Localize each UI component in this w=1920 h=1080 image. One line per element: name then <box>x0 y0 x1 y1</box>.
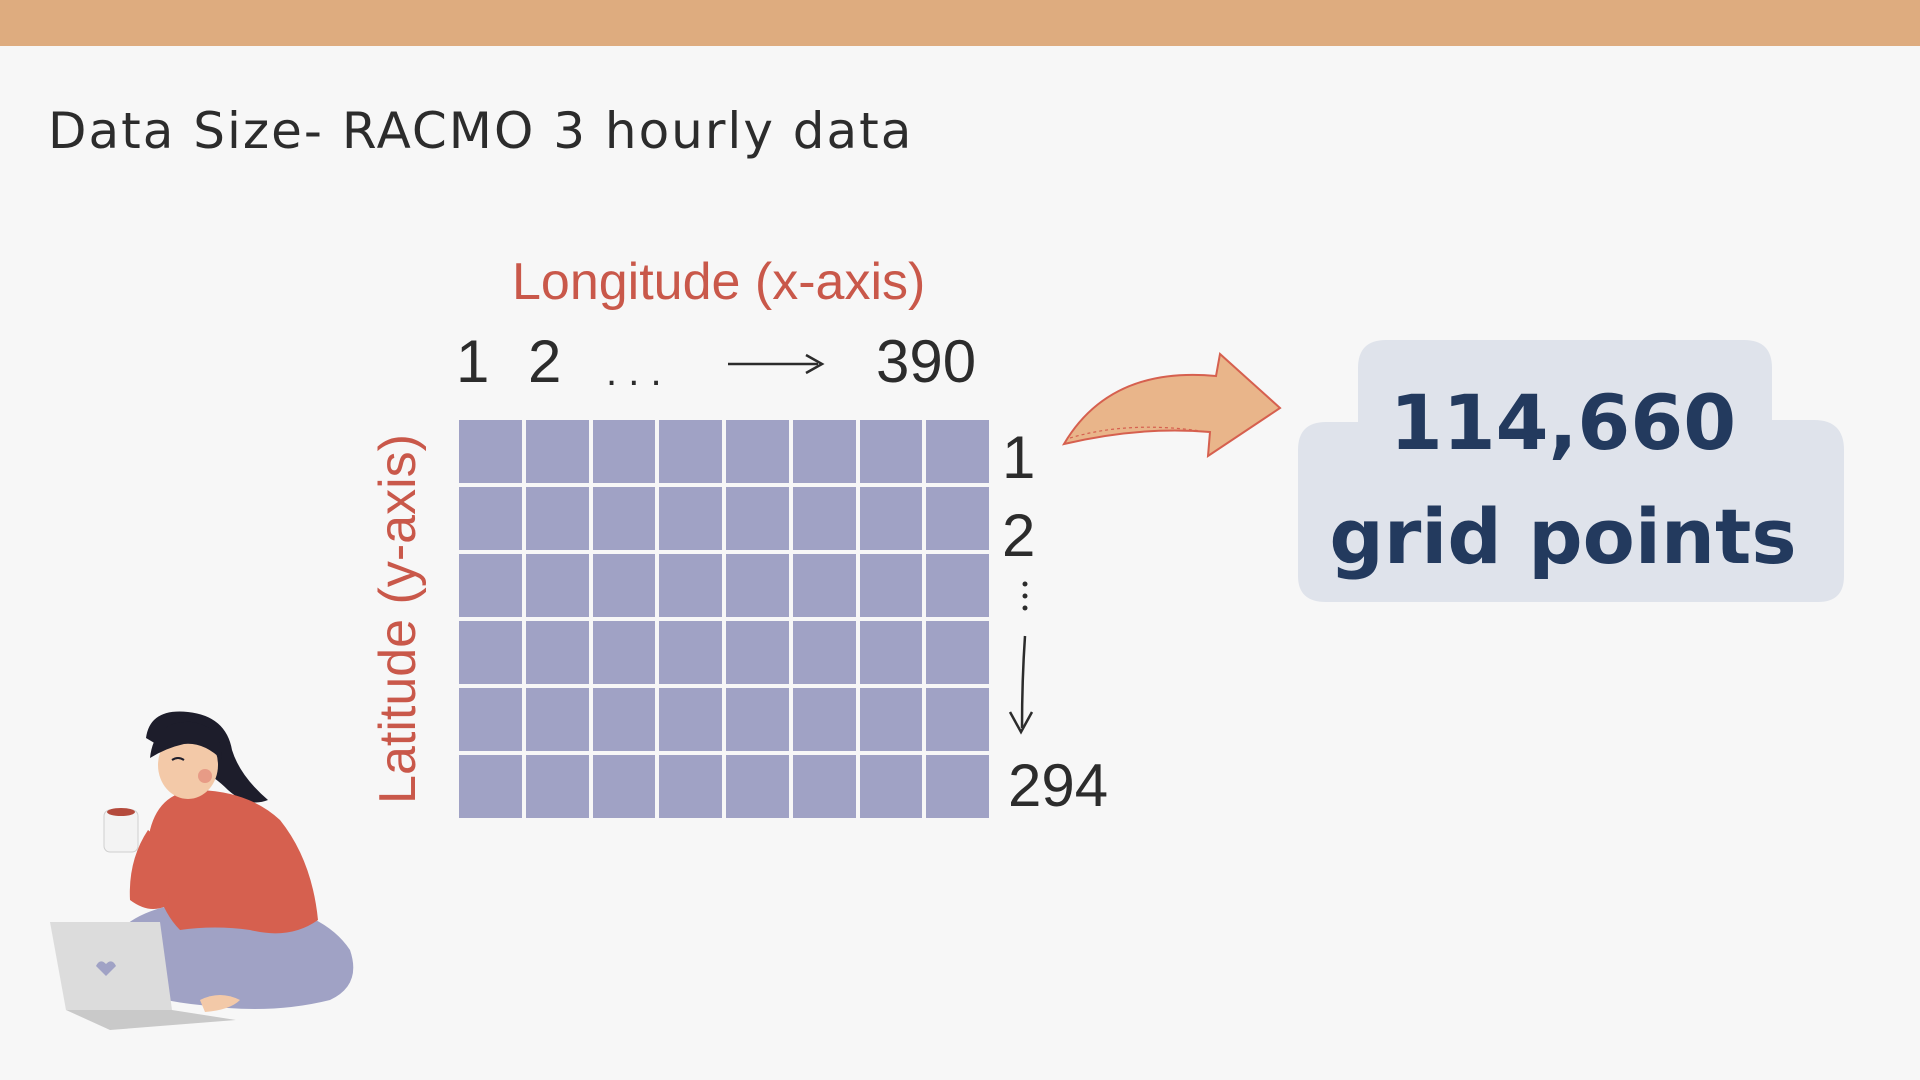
grid-cell <box>459 688 522 751</box>
y-tick-first: 1 <box>1002 424 1036 491</box>
grid-cell <box>792 420 856 483</box>
grid-cell <box>859 420 923 483</box>
grid-cell <box>926 554 989 617</box>
x-direction-arrow <box>728 353 825 375</box>
y-tick-second: 2 <box>1002 502 1036 569</box>
grid-cell <box>592 755 656 818</box>
grid-cell <box>792 487 856 550</box>
grid-cell <box>926 688 989 751</box>
grid-cell <box>459 755 522 818</box>
grid-cell <box>525 554 589 617</box>
result-unit: grid points <box>1329 492 1797 581</box>
grid-cell <box>659 688 722 751</box>
grid-cell <box>459 487 522 550</box>
grid-cell <box>726 621 789 684</box>
grid-cell <box>525 688 589 751</box>
top-accent-bar <box>0 0 1920 46</box>
grid-cell <box>592 420 656 483</box>
grid-cell <box>792 621 856 684</box>
x-tick-first: 1 <box>456 328 490 395</box>
result-text: 114,660 grid points <box>1298 366 1828 594</box>
grid-cell <box>926 621 989 684</box>
grid-cell <box>459 554 522 617</box>
result-bubble <box>1298 340 1844 602</box>
slide-title: Data Size- RACMO 3 hourly data <box>48 102 914 160</box>
x-tick-ellipsis: . . . <box>606 350 662 394</box>
lat-lon-grid <box>459 420 989 818</box>
grid-cell <box>792 755 856 818</box>
result-value: 114,660 <box>1389 378 1737 467</box>
grid-cell <box>859 487 923 550</box>
grid-cell <box>659 621 722 684</box>
grid-cell <box>726 554 789 617</box>
y-tick-last: 294 <box>1008 752 1109 819</box>
grid-cell <box>659 420 722 483</box>
x-tick-last: 390 <box>876 328 977 395</box>
grid-cell <box>726 487 789 550</box>
grid-cell <box>459 420 522 483</box>
grid-cell <box>659 554 722 617</box>
grid-cell <box>859 688 923 751</box>
grid-cell <box>926 420 989 483</box>
grid-cell <box>859 621 923 684</box>
grid-cell <box>525 420 589 483</box>
grid-cell <box>592 487 656 550</box>
grid-cell <box>726 755 789 818</box>
grid-cell <box>525 755 589 818</box>
grid-cell <box>592 621 656 684</box>
grid-cell <box>926 487 989 550</box>
grid-cell <box>792 688 856 751</box>
woman-with-laptop-illustration <box>50 711 354 1030</box>
x-axis-label: Longitude (x-axis) <box>512 253 926 311</box>
grid-cell <box>726 688 789 751</box>
grid-cell <box>659 755 722 818</box>
y-direction-arrow <box>1008 581 1034 735</box>
grid-cell <box>592 688 656 751</box>
curved-arrow-icon <box>1061 352 1282 458</box>
grid-cell <box>926 755 989 818</box>
grid-cell <box>592 554 656 617</box>
grid-cell <box>659 487 722 550</box>
x-tick-second: 2 <box>528 328 562 395</box>
grid-cell <box>726 420 789 483</box>
grid-cell <box>525 487 589 550</box>
grid-cell <box>525 621 589 684</box>
grid-cell <box>792 554 856 617</box>
grid-cell <box>459 621 522 684</box>
grid-cell <box>859 554 923 617</box>
grid-cell <box>859 755 923 818</box>
